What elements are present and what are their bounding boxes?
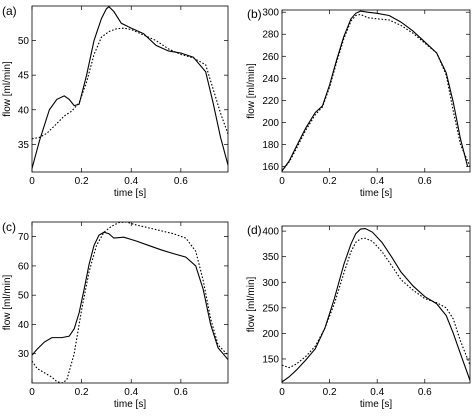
x-axis-label: time [s] bbox=[360, 399, 392, 410]
x-tick-label: 0.2 bbox=[323, 387, 337, 398]
dotted-series-line bbox=[282, 237, 470, 369]
y-tick-label: 40 bbox=[18, 320, 30, 331]
y-tick-label: 150 bbox=[262, 354, 279, 365]
y-axis-label: flow [ml/min] bbox=[2, 61, 13, 117]
plot-frame bbox=[31, 5, 229, 173]
y-axis-label: flow [ml/min] bbox=[246, 276, 257, 332]
x-tick-label: 0.2 bbox=[75, 176, 89, 187]
y-tick-label: 35 bbox=[18, 140, 30, 151]
y-tick-label: 200 bbox=[262, 329, 279, 340]
x-tick-label: 0.2 bbox=[75, 387, 89, 398]
y-tick-label: 280 bbox=[262, 30, 279, 41]
solid-series-line bbox=[32, 231, 228, 360]
panel-label: (a) bbox=[2, 4, 17, 18]
y-tick-label: 200 bbox=[262, 118, 279, 129]
plot-frame bbox=[281, 225, 471, 384]
panel-label: (b) bbox=[247, 7, 262, 21]
y-axis-label: flow [ml/min] bbox=[246, 63, 257, 119]
y-tick-label: 240 bbox=[262, 74, 279, 85]
y-tick-label: 220 bbox=[262, 96, 279, 107]
y-tick-label: 50 bbox=[18, 36, 30, 47]
x-tick-label: 0.6 bbox=[418, 176, 432, 187]
x-tick-label: 0.4 bbox=[124, 176, 138, 187]
x-tick-label: 0 bbox=[29, 176, 35, 187]
y-tick-label: 400 bbox=[262, 227, 279, 238]
x-tick-label: 0 bbox=[279, 387, 285, 398]
x-axis-label: time [s] bbox=[114, 399, 146, 410]
plot-frame bbox=[281, 9, 471, 173]
y-tick-label: 50 bbox=[18, 291, 30, 302]
x-tick-label: 0.6 bbox=[174, 387, 188, 398]
y-tick-label: 350 bbox=[262, 252, 279, 263]
solid-series-line bbox=[282, 227, 470, 383]
y-tick-label: 70 bbox=[18, 232, 30, 243]
panel-b: 0 0.2 0.4 0.6 160 180 200 220 240 260 280 300 time [… bbox=[246, 7, 471, 199]
y-axis-label: flow [ml/min] bbox=[2, 274, 13, 330]
panel-label: (c) bbox=[2, 220, 16, 234]
y-tick-label: 160 bbox=[262, 162, 279, 173]
x-axis-label: time [s] bbox=[114, 188, 146, 199]
y-tick-label: 300 bbox=[262, 8, 279, 19]
x-tick-label: 0.2 bbox=[323, 176, 337, 187]
y-tick-label: 300 bbox=[262, 278, 279, 289]
panel-a: 0 0.2 0.4 0.6 35 40 45 50 time [s] flow [ml/min] (… bbox=[2, 4, 229, 199]
y-tick-label: 180 bbox=[262, 140, 279, 151]
y-tick-label: 260 bbox=[262, 52, 279, 63]
x-tick-label: 0 bbox=[279, 176, 285, 187]
solid-series-line bbox=[282, 10, 469, 172]
dotted-series-line bbox=[32, 27, 228, 140]
panel-label: (d) bbox=[247, 223, 262, 237]
y-tick-label: 30 bbox=[18, 349, 30, 360]
dotted-series-line bbox=[282, 13, 470, 172]
y-tick-label: 60 bbox=[18, 261, 30, 272]
x-tick-label: 0.6 bbox=[418, 387, 432, 398]
panel-d: 0 0.2 0.4 0.6 150 200 250 300 350 400 time [s] flow… bbox=[246, 223, 471, 410]
x-tick-label: 0 bbox=[29, 387, 35, 398]
x-tick-label: 0.4 bbox=[370, 176, 384, 187]
y-tick-label: 250 bbox=[262, 303, 279, 314]
dotted-series-line bbox=[32, 222, 228, 383]
solid-series-line bbox=[32, 6, 228, 169]
plot-frame bbox=[31, 221, 229, 384]
y-tick-label: 40 bbox=[18, 105, 30, 116]
y-tick-label: 45 bbox=[18, 71, 30, 82]
panel-c: 0 0.2 0.4 0.6 30 40 50 60 70 time [s] flow [ml/min… bbox=[2, 220, 229, 410]
x-tick-label: 0.4 bbox=[124, 387, 138, 398]
x-tick-label: 0.4 bbox=[370, 387, 384, 398]
x-axis-label: time [s] bbox=[360, 188, 392, 199]
x-tick-label: 0.6 bbox=[174, 176, 188, 187]
